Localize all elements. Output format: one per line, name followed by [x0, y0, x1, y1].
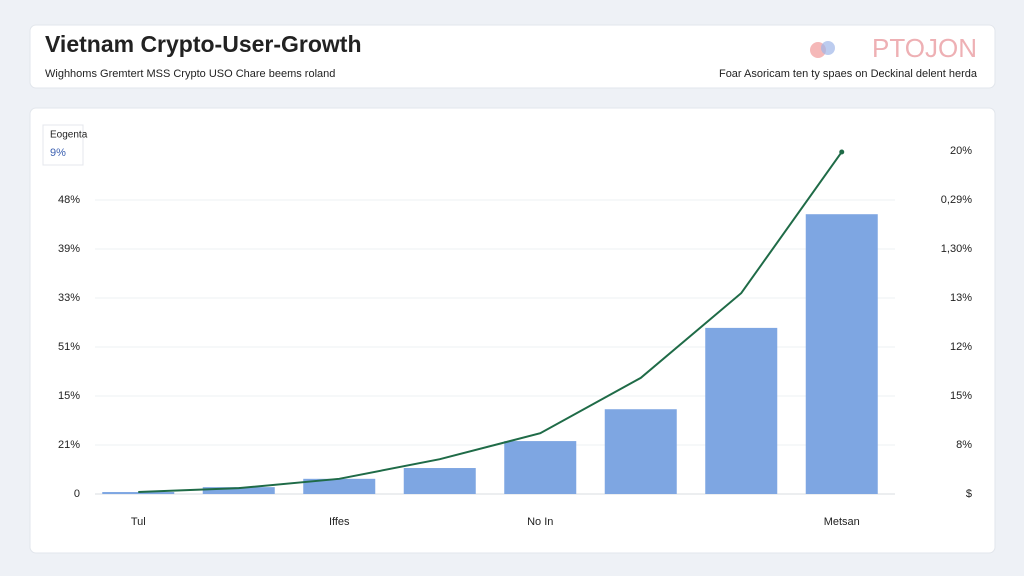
- x-tick-label: Metsan: [824, 516, 860, 528]
- chart-title: Vietnam Crypto-User-Growth: [45, 31, 362, 57]
- chart-subtitle: Wighhoms Gremtert MSS Crypto USO Chare b…: [45, 68, 335, 80]
- y2-tick-label: 1,30%: [941, 243, 972, 255]
- bar: [705, 327, 778, 494]
- legend-box: [42, 124, 84, 166]
- brand-icon: [810, 41, 835, 58]
- bar: [202, 487, 275, 494]
- x-tick-label: Tul: [131, 516, 146, 528]
- y-tick-label: 21%: [58, 439, 80, 451]
- y2-tick-label: 13%: [950, 292, 972, 304]
- y-tick-label: 15%: [58, 390, 80, 402]
- legend-title: Eogenta: [50, 130, 88, 141]
- y2-tick-label: 12%: [950, 341, 972, 353]
- line-end-marker: [839, 149, 845, 155]
- line: [138, 151, 843, 494]
- y2-tick-label: $: [966, 488, 972, 500]
- y-tick-label: 0: [74, 488, 80, 500]
- x-tick-label: No In: [527, 516, 553, 528]
- legend-entry: 9%: [50, 147, 66, 159]
- y-tick-label: 51%: [58, 341, 80, 353]
- y-tick-label: 48%: [58, 194, 80, 206]
- bar: [403, 468, 476, 494]
- y2-tick-label: 0,29%: [941, 194, 972, 206]
- note: Foar Asoricam ten ty spaes on Deckinal d…: [719, 68, 978, 80]
- bar: [805, 214, 878, 494]
- bar: [604, 409, 677, 494]
- bar: [102, 492, 175, 494]
- brand: PTOJON: [872, 33, 977, 63]
- bar: [504, 441, 577, 494]
- y2-tick-label: 20%: [950, 145, 972, 157]
- y2-tick-label: 8%: [956, 439, 972, 451]
- header-card: [29, 24, 996, 89]
- y2-tick-label: 15%: [950, 390, 972, 402]
- bar: [303, 478, 376, 494]
- y-tick-label: 39%: [58, 243, 80, 255]
- x-tick-label: Iffes: [329, 516, 350, 528]
- y-tick-label: 33%: [58, 292, 80, 304]
